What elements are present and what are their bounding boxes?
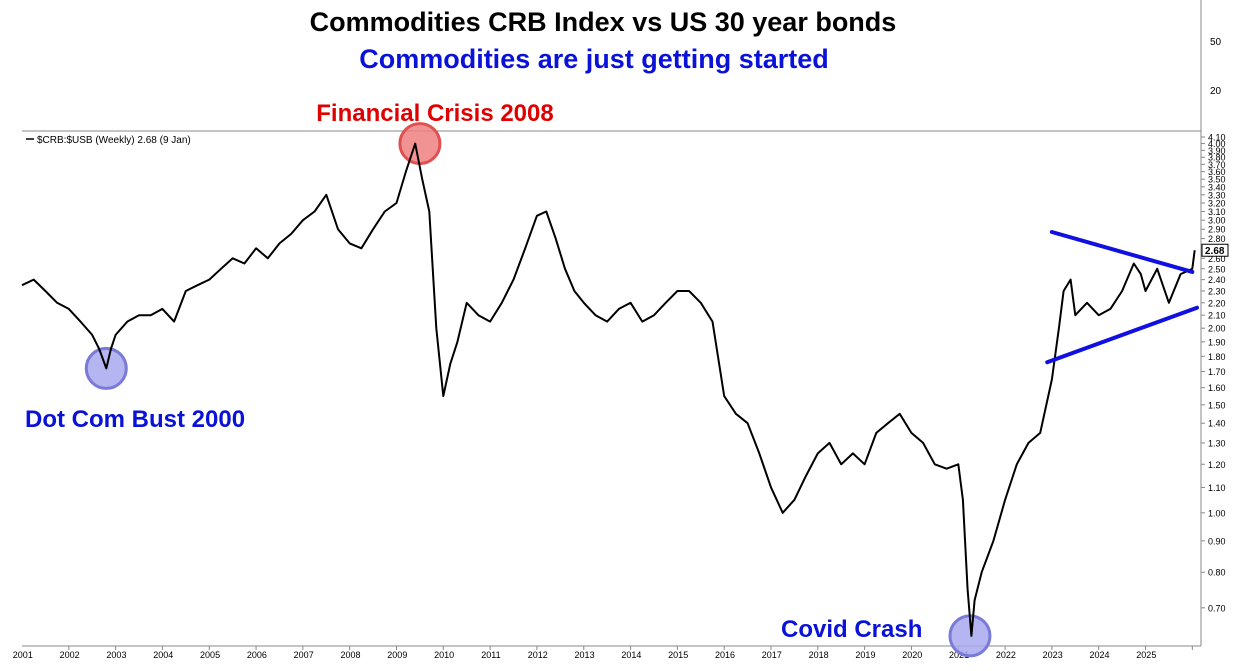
y-tick-label: 1.60 — [1208, 383, 1226, 393]
y-tick-label: 1.70 — [1208, 367, 1226, 377]
x-tick-label: 2002 — [60, 650, 80, 660]
y-tick-label: 3.10 — [1208, 207, 1226, 217]
x-tick-label: 2013 — [575, 650, 595, 660]
y-tick-label: 3.70 — [1208, 160, 1226, 170]
annotation-dot-com-bust: Dot Com Bust 2000 — [25, 406, 245, 433]
y-tick-label: 1.40 — [1208, 419, 1226, 429]
y-tick-label: 3.90 — [1208, 146, 1226, 156]
y-tick-label: 3.50 — [1208, 175, 1226, 185]
y-tick-label: 4.00 — [1208, 139, 1226, 149]
last-value-box — [1201, 243, 1229, 257]
x-tick-label: 2025 — [1136, 650, 1156, 660]
y-tick-label: 2.60 — [1208, 254, 1226, 264]
y-tick-label: 3.00 — [1208, 216, 1226, 226]
x-tick-label: 2008 — [340, 650, 360, 660]
x-axis-ticks: 2001 2002 2003 2004 2005 2006 2007 2008 2009 2010… — [13, 646, 1193, 660]
y-tick-label: 0.70 — [1208, 603, 1226, 613]
upper-trendline — [1049, 230, 1195, 274]
x-tick-label: 2022 — [996, 650, 1016, 660]
x-tick-label: 2019 — [855, 650, 875, 660]
x-tick-label: 2011 — [481, 650, 500, 660]
x-tick-label: 2010 — [434, 650, 454, 660]
y-tick-label: 0.90 — [1208, 536, 1226, 546]
x-tick-label: 2003 — [106, 650, 126, 660]
x-tick-label: 2005 — [200, 650, 220, 660]
x-tick-label: 2014 — [621, 650, 641, 660]
y-tick-label: 2.80 — [1208, 234, 1226, 244]
annotation-covid-crash: Covid Crash — [781, 616, 922, 643]
annotation-circles — [84, 122, 992, 658]
upper-panel-tick-50: 50 — [1210, 37, 1222, 48]
y-tick-label: 3.20 — [1208, 199, 1226, 209]
x-tick-label: 2001 — [13, 650, 33, 660]
lower-trendline — [1045, 305, 1199, 365]
y-tick-label: 1.50 — [1208, 400, 1226, 410]
y-tick-label: 2.40 — [1208, 275, 1226, 285]
x-tick-label: 2012 — [528, 650, 548, 660]
y-tick-label: 2.00 — [1208, 324, 1226, 334]
y-tick-label: 1.90 — [1208, 337, 1226, 347]
chart-title: Commodities CRB Index vs US 30 year bond… — [310, 7, 897, 37]
y-tick-label: 4.10 — [1208, 133, 1226, 143]
y-tick-label: 3.40 — [1208, 182, 1226, 192]
x-tick-label: 2006 — [247, 650, 267, 660]
x-tick-label: 2021 — [949, 650, 969, 660]
x-tick-label: 2024 — [1089, 650, 1109, 660]
x-tick-label: 2009 — [387, 650, 407, 660]
last-value-label: 2.68 — [1205, 246, 1225, 257]
x-tick-label: 2015 — [668, 650, 688, 660]
ratio-series-line — [21, 142, 1196, 637]
x-tick-label: 2023 — [1043, 650, 1063, 660]
y-axis-ticks: 4.104.003.903.803.703.603.503.403.303.20… — [1201, 133, 1226, 613]
x-tick-label: 2016 — [715, 650, 735, 660]
y-tick-label: 1.00 — [1208, 508, 1226, 518]
last-value-marker: 2.68 — [1201, 243, 1229, 257]
upper-panel: 50 20 — [1200, 0, 1222, 131]
y-tick-label: 1.10 — [1208, 483, 1226, 493]
y-tick-label: 2.30 — [1208, 286, 1226, 296]
x-tick-label: 2007 — [294, 650, 314, 660]
legend-label: $CRB:$USB (Weekly) 2.68 (9 Jan) — [37, 135, 191, 146]
y-tick-label: 1.20 — [1208, 460, 1226, 470]
y-tick-label: 1.80 — [1208, 352, 1226, 362]
y-tick-label: 3.80 — [1208, 153, 1226, 163]
y-tick-label: 1.30 — [1208, 438, 1226, 448]
plot-frame — [22, 130, 1202, 647]
x-tick-label: 2018 — [809, 650, 829, 660]
y-tick-label: 3.30 — [1208, 190, 1226, 200]
x-tick-label: 2020 — [902, 650, 922, 660]
y-tick-label: 0.80 — [1208, 568, 1226, 578]
y-tick-label: 2.90 — [1208, 225, 1226, 235]
x-tick-label: 2017 — [762, 650, 782, 660]
y-tick-label: 3.60 — [1208, 167, 1226, 177]
upper-panel-tick-20: 20 — [1210, 86, 1222, 97]
y-tick-label: 2.10 — [1208, 311, 1226, 321]
legend: $CRB:$USB (Weekly) 2.68 (9 Jan) — [26, 135, 191, 146]
trendlines — [1045, 230, 1199, 365]
x-tick-label: 2004 — [153, 650, 173, 660]
financial-crisis-circle — [398, 122, 442, 166]
y-tick-label: 2.50 — [1208, 264, 1226, 274]
annotation-financial-crisis: Financial Crisis 2008 — [316, 100, 553, 127]
y-tick-label: 2.20 — [1208, 298, 1226, 308]
chart-subtitle: Commodities are just getting started — [359, 44, 829, 74]
